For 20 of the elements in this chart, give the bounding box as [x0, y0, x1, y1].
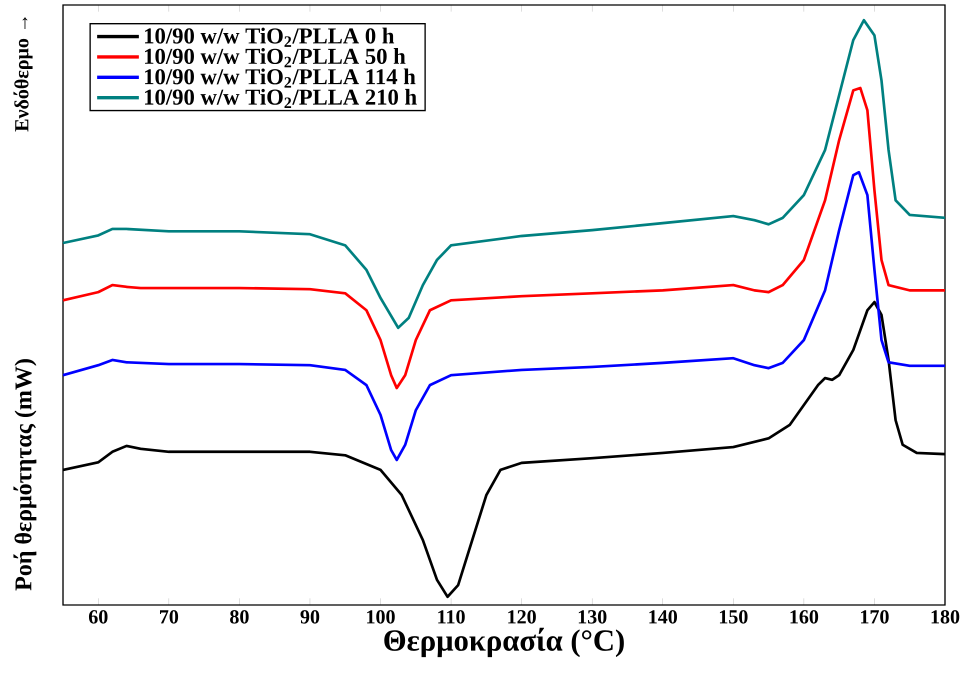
x-tick-label: 140 — [649, 610, 678, 624]
x-tick-label: 70 — [160, 610, 178, 624]
x-tick-label: 110 — [438, 610, 465, 624]
legend-label: 10/90 w/w TiO$_{2}$/PLLA 50 h — [145, 48, 406, 68]
x-tick-label: 90 — [300, 610, 320, 624]
x-axis-title: Θερμοκρασία (°C) — [384, 628, 624, 658]
x-tick-label: 130 — [578, 610, 606, 624]
y-axis-title: Ροή θερμότητας (mW) — [13, 359, 36, 590]
x-tick-label: 180 — [932, 610, 960, 624]
x-tick-label: 120 — [508, 610, 536, 624]
legend-label: 10/90 w/w TiO$_{2}$/PLLA 0 h — [145, 28, 394, 47]
x-tick-label: 160 — [790, 610, 818, 624]
x-tick-label: 100 — [367, 610, 395, 624]
text: Ενδόθερμο → — [13, 17, 33, 132]
legend-label: 10/90 w/w TiO$_{2}$/PLLA 210 h — [145, 88, 417, 108]
x-tick-label: 150 — [720, 610, 748, 624]
x-tick-label: 170 — [861, 610, 889, 624]
x-tick-label: 80 — [230, 610, 249, 624]
legend-label: 10/90 w/w TiO$_{2}$/PLLA 114 h — [145, 68, 416, 88]
x-tick-label: 60 — [88, 610, 108, 624]
